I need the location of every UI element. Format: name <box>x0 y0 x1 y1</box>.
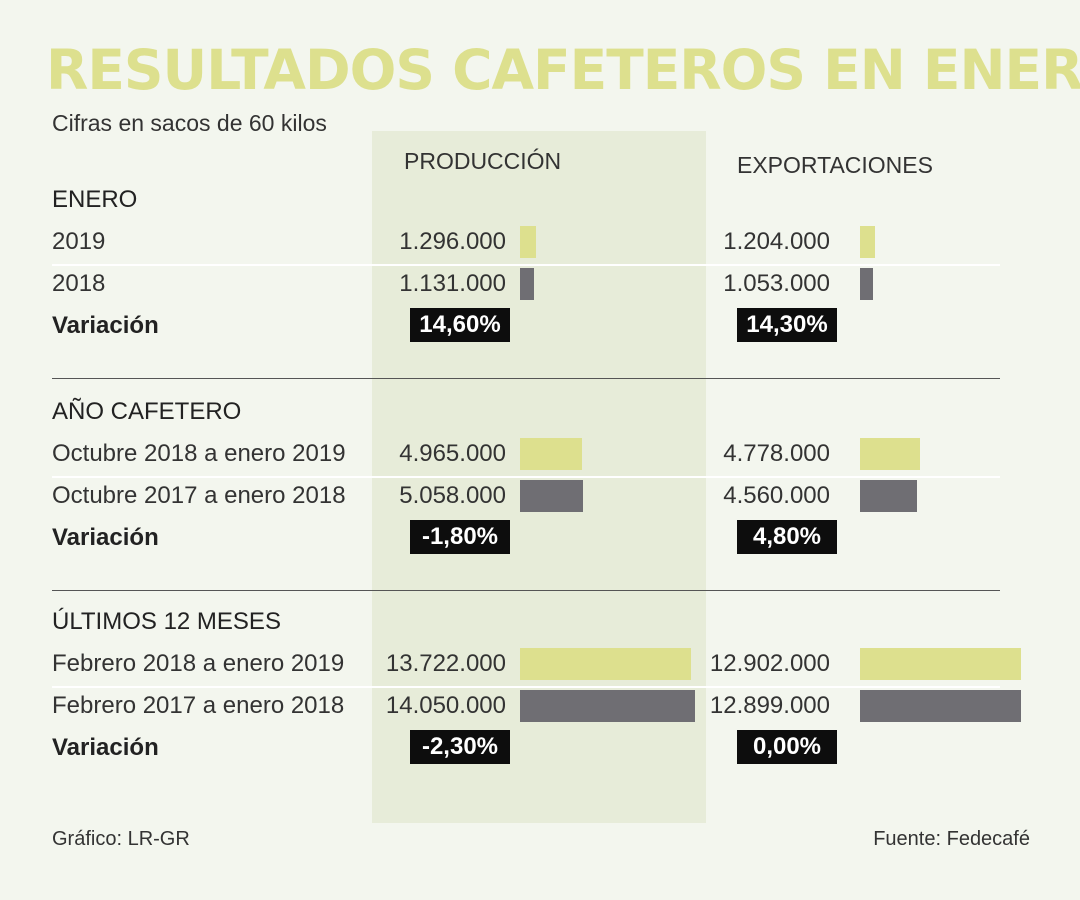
section-divider <box>52 378 1000 379</box>
chart-title: RESULTADOS CAFETEROS EN ENERO <box>46 38 1080 102</box>
produccion-bar <box>520 226 537 258</box>
footer-source: Fuente: Fedecafé <box>873 828 1030 850</box>
exportaciones-bar <box>860 226 876 258</box>
section-heading: AÑO CAFETERO <box>52 398 242 425</box>
row-label: Octubre 2017 a enero 2018 <box>52 482 346 509</box>
row-label: 2018 <box>52 270 106 297</box>
exportaciones-value: 12.899.000 <box>709 692 830 719</box>
row-divider <box>52 476 1000 478</box>
produccion-bar <box>520 690 695 722</box>
produccion-bar <box>520 438 582 470</box>
row-label: 2019 <box>52 228 106 255</box>
produccion-value: 1.296.000 <box>399 228 506 255</box>
produccion-variacion-badge: -1,80% <box>410 520 510 554</box>
row-divider <box>52 264 1000 266</box>
variacion-label: Variación <box>52 312 159 339</box>
section-heading: ENERO <box>52 186 138 213</box>
section-heading: ÚLTIMOS 12 MESES <box>52 608 281 635</box>
column-header-exportaciones: EXPORTACIONES <box>737 152 933 178</box>
variacion-label: Variación <box>52 734 159 761</box>
row-label: Febrero 2018 a enero 2019 <box>52 650 345 677</box>
variacion-label: Variación <box>52 524 159 551</box>
produccion-bar <box>520 648 691 680</box>
row-divider <box>52 686 1000 688</box>
produccion-variacion-badge: -2,30% <box>410 730 510 764</box>
exportaciones-value: 12.902.000 <box>709 650 830 677</box>
section-divider <box>52 590 1000 591</box>
exportaciones-bar <box>860 268 874 300</box>
exportaciones-value: 1.204.000 <box>723 228 830 255</box>
produccion-bar <box>520 480 583 512</box>
produccion-value: 1.131.000 <box>399 270 506 297</box>
exportaciones-value: 4.778.000 <box>723 440 830 467</box>
produccion-value: 14.050.000 <box>385 692 506 719</box>
row-label: Febrero 2017 a enero 2018 <box>52 692 345 719</box>
produccion-value: 4.965.000 <box>399 440 506 467</box>
exportaciones-bar <box>860 480 917 512</box>
exportaciones-variacion-badge: 14,30% <box>737 308 837 342</box>
exportaciones-variacion-badge: 0,00% <box>737 730 837 764</box>
produccion-bar <box>520 268 535 300</box>
footer-credit: Gráfico: LR-GR <box>52 828 190 850</box>
exportaciones-bar <box>860 648 1021 680</box>
chart-subtitle: Cifras en sacos de 60 kilos <box>52 110 327 136</box>
produccion-value: 13.722.000 <box>385 650 506 677</box>
exportaciones-value: 4.560.000 <box>723 482 830 509</box>
exportaciones-value: 1.053.000 <box>723 270 830 297</box>
produccion-value: 5.058.000 <box>399 482 506 509</box>
exportaciones-bar <box>860 438 920 470</box>
row-label: Octubre 2018 a enero 2019 <box>52 440 346 467</box>
exportaciones-bar <box>860 690 1021 722</box>
column-header-produccion: PRODUCCIÓN <box>404 148 562 174</box>
produccion-variacion-badge: 14,60% <box>410 308 510 342</box>
exportaciones-variacion-badge: 4,80% <box>737 520 837 554</box>
